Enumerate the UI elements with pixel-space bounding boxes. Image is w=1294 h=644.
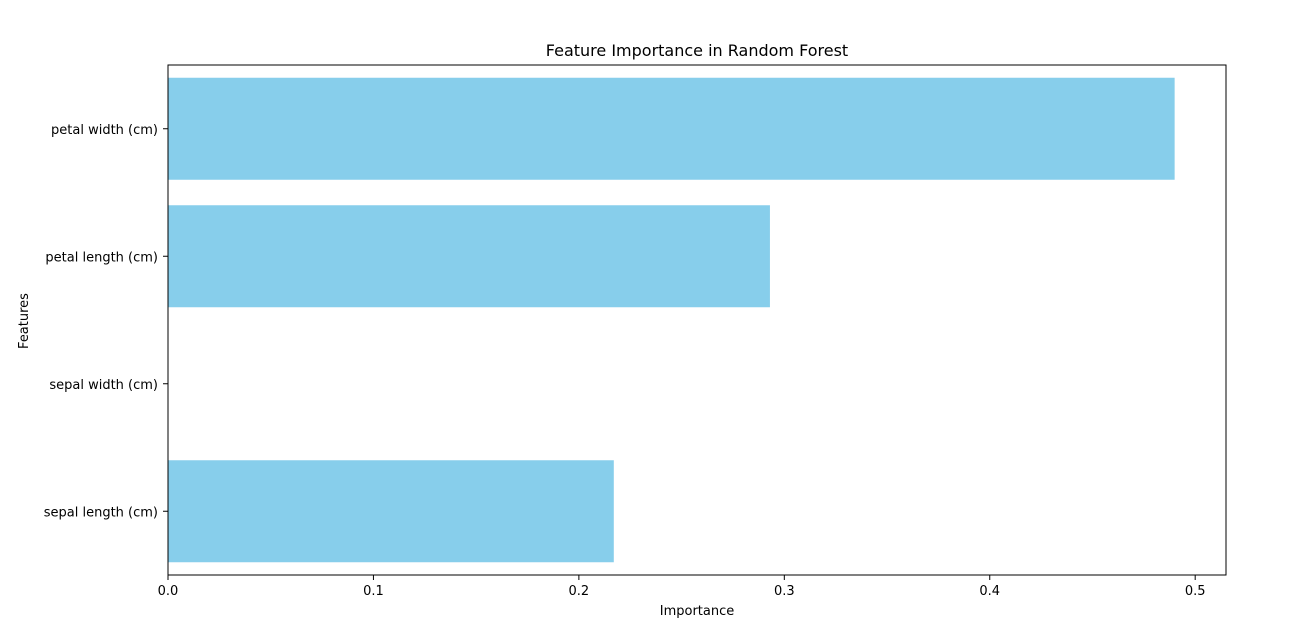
x-axis-label: Importance xyxy=(660,604,735,619)
y-tick-label: petal width (cm) xyxy=(51,123,158,138)
bar xyxy=(168,205,770,308)
x-tick-label: 0.3 xyxy=(774,584,795,599)
x-tick-label: 0.1 xyxy=(363,584,384,599)
y-tick-label: petal length (cm) xyxy=(45,250,158,265)
x-tick-label: 0.0 xyxy=(158,584,179,599)
x-tick-label: 0.2 xyxy=(569,584,590,599)
bar xyxy=(168,77,1175,180)
x-tick-label: 0.5 xyxy=(1185,584,1206,599)
y-tick-label: sepal width (cm) xyxy=(49,378,158,393)
x-axis-ticks: 0.0 0.1 0.2 0.3 0.4 0.5 xyxy=(158,575,1206,599)
y-axis-ticks: petal width (cm) petal length (cm) sepal w… xyxy=(44,123,168,520)
chart-title: Feature Importance in Random Forest xyxy=(546,41,848,60)
bars-group xyxy=(168,77,1175,563)
y-axis-label: Features xyxy=(17,293,32,349)
y-tick-label: sepal length (cm) xyxy=(44,505,158,520)
plot-frame xyxy=(167,64,1227,576)
bar xyxy=(168,460,614,563)
x-tick-label: 0.4 xyxy=(979,584,1000,599)
